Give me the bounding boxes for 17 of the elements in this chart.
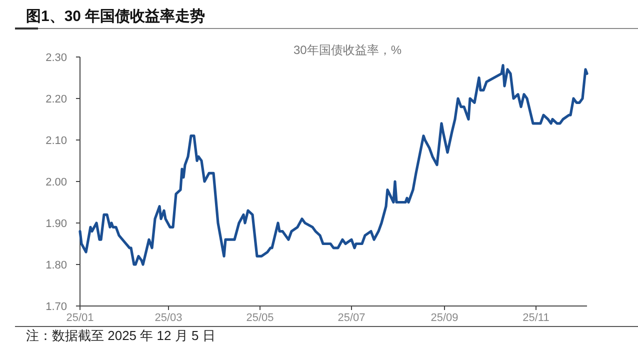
y-tick-label: 2.20 [46, 94, 67, 106]
chart-subtitle: 30年国债收益率，% [293, 43, 402, 57]
y-tick-label: 1.80 [46, 260, 67, 272]
line-series [78, 64, 588, 266]
y-tick-label: 2.30 [46, 52, 67, 64]
y-tick-label: 2.00 [46, 176, 67, 188]
x-tick-label: 25/03 [154, 312, 182, 324]
x-tick-label: 25/09 [430, 312, 458, 324]
x-tick-label: 25/07 [338, 312, 366, 324]
x-tick-label: 25/01 [66, 312, 94, 324]
y-tick-label: 1.70 [46, 301, 67, 313]
x-tick-label: 25/11 [522, 312, 550, 324]
text: 注：数据截至 2025 年 12 月 5 日 [26, 328, 216, 343]
chart-title: 图1、30 年国债收益率走势 [26, 7, 206, 25]
y-tick-label: 1.90 [46, 218, 67, 230]
x-tick-label: 25/05 [246, 312, 274, 324]
y-tick-label: 2.10 [46, 135, 67, 147]
